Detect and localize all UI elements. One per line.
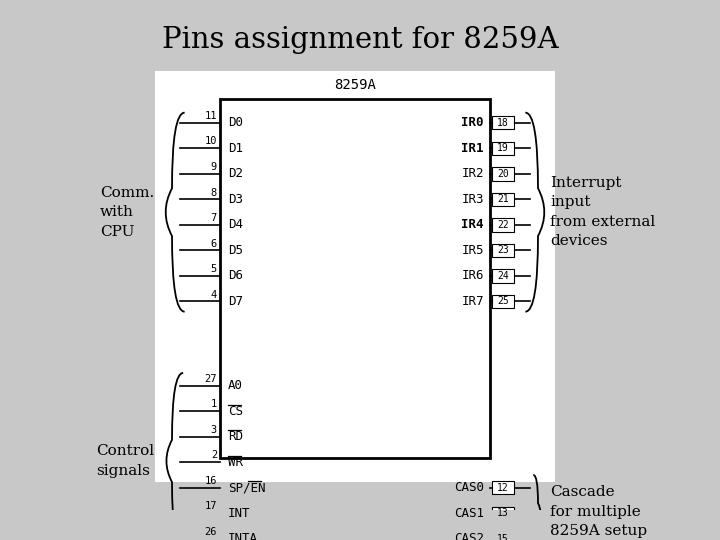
Text: 17: 17 — [204, 501, 217, 511]
Bar — [492, 507, 514, 520]
Text: IR1: IR1 — [462, 142, 484, 155]
Text: 12: 12 — [497, 483, 509, 492]
Text: 27: 27 — [204, 374, 217, 384]
Text: 4: 4 — [211, 289, 217, 300]
Text: Control
signals: Control signals — [96, 444, 154, 478]
Text: 2: 2 — [211, 450, 217, 460]
Text: IR7: IR7 — [462, 295, 484, 308]
Text: 1: 1 — [211, 399, 217, 409]
Bar — [220, 99, 490, 458]
Text: INTA: INTA — [228, 532, 258, 540]
Text: D0: D0 — [228, 116, 243, 130]
Text: Cascade
for multiple
8259A setup: Cascade for multiple 8259A setup — [550, 485, 647, 538]
Text: 20: 20 — [497, 169, 509, 179]
Text: D5: D5 — [228, 244, 243, 257]
Text: 8259A: 8259A — [334, 78, 376, 92]
Text: 5: 5 — [211, 264, 217, 274]
Bar — [492, 295, 514, 308]
Text: 16: 16 — [204, 476, 217, 486]
Bar — [492, 116, 514, 130]
Bar — [492, 481, 514, 494]
Text: SP/EN: SP/EN — [228, 481, 266, 494]
Text: CAS2: CAS2 — [454, 532, 484, 540]
Text: 15: 15 — [497, 534, 509, 540]
Text: IR2: IR2 — [462, 167, 484, 180]
Text: D6: D6 — [228, 269, 243, 282]
Text: Pins assignment for 8259A: Pins assignment for 8259A — [162, 26, 558, 53]
Text: IR0: IR0 — [462, 116, 484, 130]
Text: IR6: IR6 — [462, 269, 484, 282]
Bar — [492, 244, 514, 257]
Text: RD: RD — [228, 430, 243, 443]
Text: 22: 22 — [497, 220, 509, 230]
Bar — [492, 142, 514, 155]
Text: CAS1: CAS1 — [454, 507, 484, 520]
Text: INT: INT — [228, 507, 251, 520]
Text: D4: D4 — [228, 218, 243, 232]
Text: WR: WR — [228, 456, 243, 469]
Bar — [492, 269, 514, 282]
Text: 18: 18 — [497, 118, 509, 128]
Text: 25: 25 — [497, 296, 509, 307]
Text: D3: D3 — [228, 193, 243, 206]
Text: 10: 10 — [204, 137, 217, 146]
Text: 24: 24 — [497, 271, 509, 281]
Bar — [155, 71, 555, 482]
Text: Interrupt
input
from external
devices: Interrupt input from external devices — [550, 176, 655, 248]
Text: 23: 23 — [497, 246, 509, 255]
Text: 9: 9 — [211, 162, 217, 172]
Text: CAS0: CAS0 — [454, 481, 484, 494]
Bar — [492, 532, 514, 540]
Bar — [492, 193, 514, 206]
Text: 21: 21 — [497, 194, 509, 205]
Text: Comm.
with
CPU: Comm. with CPU — [100, 186, 154, 239]
Text: 19: 19 — [497, 144, 509, 153]
Bar — [492, 218, 514, 232]
Text: 3: 3 — [211, 425, 217, 435]
Text: 13: 13 — [497, 508, 509, 518]
Text: A0: A0 — [228, 379, 243, 392]
Text: CS: CS — [228, 404, 243, 417]
Text: 8: 8 — [211, 187, 217, 198]
Text: 26: 26 — [204, 527, 217, 537]
Text: D7: D7 — [228, 295, 243, 308]
Text: 11: 11 — [204, 111, 217, 121]
Text: 7: 7 — [211, 213, 217, 223]
Text: 6: 6 — [211, 239, 217, 248]
Text: IR4: IR4 — [462, 218, 484, 232]
Text: IR5: IR5 — [462, 244, 484, 257]
Text: D1: D1 — [228, 142, 243, 155]
Bar — [492, 167, 514, 180]
Text: IR3: IR3 — [462, 193, 484, 206]
Text: D2: D2 — [228, 167, 243, 180]
